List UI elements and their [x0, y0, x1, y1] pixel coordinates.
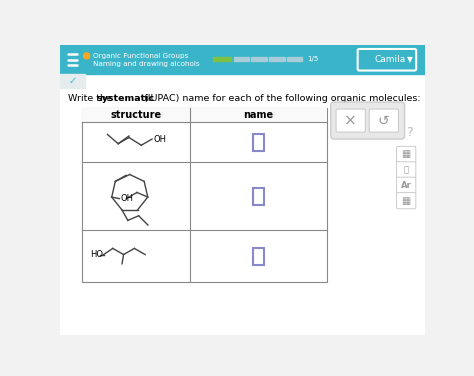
- Text: ✓: ✓: [68, 76, 76, 86]
- Bar: [213, 57, 231, 61]
- FancyBboxPatch shape: [369, 109, 399, 132]
- Text: ▼: ▼: [407, 55, 413, 64]
- Bar: [234, 57, 249, 61]
- Bar: [61, 74, 425, 335]
- FancyBboxPatch shape: [336, 109, 365, 132]
- FancyBboxPatch shape: [397, 177, 416, 193]
- FancyBboxPatch shape: [397, 193, 416, 209]
- Text: 1/5: 1/5: [307, 56, 318, 62]
- Circle shape: [83, 53, 90, 59]
- Bar: [253, 188, 264, 205]
- Text: systematic: systematic: [97, 94, 155, 103]
- Text: structure: structure: [110, 110, 162, 120]
- Text: Camila: Camila: [374, 55, 406, 64]
- Bar: [82, 108, 327, 282]
- Text: ↺: ↺: [378, 114, 390, 127]
- Text: ?: ?: [406, 126, 413, 139]
- Text: Ar: Ar: [401, 181, 411, 190]
- FancyBboxPatch shape: [358, 49, 416, 71]
- Bar: [61, 45, 425, 74]
- Text: ▦: ▦: [401, 196, 411, 206]
- Bar: [269, 57, 284, 61]
- FancyBboxPatch shape: [331, 102, 405, 139]
- Text: OH: OH: [154, 135, 166, 144]
- Bar: [253, 134, 264, 151]
- Text: 📊: 📊: [404, 165, 409, 174]
- Text: (IUPAC) name for each of the following organic molecules:: (IUPAC) name for each of the following o…: [141, 94, 421, 103]
- Text: name: name: [243, 110, 273, 120]
- Text: ×: ×: [344, 113, 357, 128]
- Bar: [253, 248, 264, 265]
- Text: Naming and drawing alcohols: Naming and drawing alcohols: [93, 61, 200, 67]
- Bar: [82, 108, 327, 122]
- Bar: [61, 74, 425, 335]
- Text: HO: HO: [90, 250, 103, 259]
- FancyBboxPatch shape: [397, 146, 416, 162]
- Bar: [251, 57, 267, 61]
- Text: Write the: Write the: [68, 94, 115, 103]
- Text: Organic Functional Groups: Organic Functional Groups: [93, 53, 188, 59]
- Bar: [61, 74, 85, 88]
- Bar: [287, 57, 302, 61]
- Text: OH: OH: [121, 194, 134, 203]
- Text: ▦: ▦: [401, 149, 411, 159]
- FancyBboxPatch shape: [397, 162, 416, 178]
